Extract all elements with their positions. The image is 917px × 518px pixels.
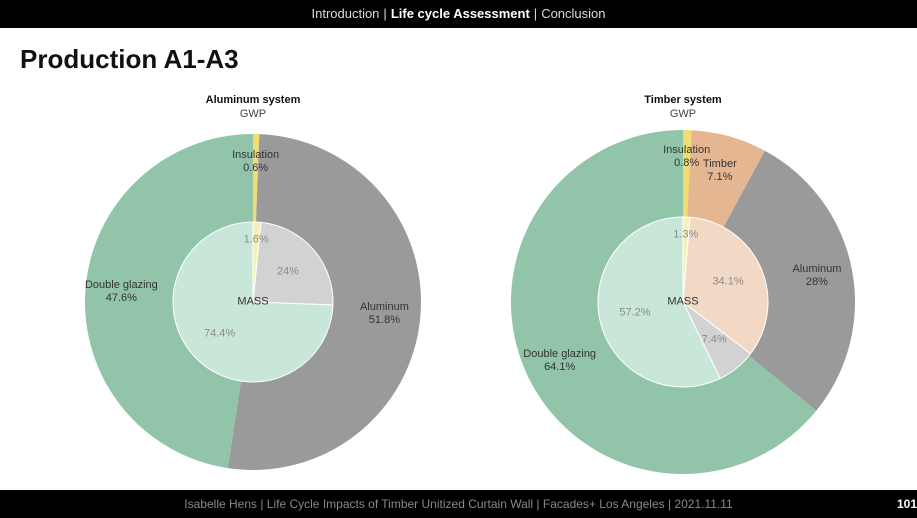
inner-label: 34.1% bbox=[690, 275, 766, 288]
outer-slice bbox=[253, 134, 260, 223]
page-number: 101 bbox=[897, 497, 917, 511]
slice-value: 34.1% bbox=[712, 275, 744, 288]
slice-name: Aluminum bbox=[792, 262, 842, 275]
inner-label: 7.4% bbox=[676, 334, 752, 347]
inner-label: 74.4% bbox=[182, 328, 258, 341]
slice-name: Double glazing bbox=[84, 279, 158, 292]
slice-value: 7.4% bbox=[701, 333, 727, 346]
slice-value: 24% bbox=[276, 265, 299, 278]
slice-value: 0.6% bbox=[243, 162, 269, 175]
slice-value: 74.4% bbox=[203, 327, 236, 340]
slice-value: 47.6% bbox=[105, 292, 137, 305]
slice-value: 0.8% bbox=[674, 157, 700, 170]
nav-item: Introduction bbox=[311, 6, 380, 21]
slice-value: 1.3% bbox=[673, 228, 699, 241]
slide-title: Production A1-A3 bbox=[20, 44, 239, 74]
outer-slice bbox=[85, 134, 253, 469]
slice-value: 7.1% bbox=[707, 170, 733, 183]
nav-separator: | bbox=[383, 6, 387, 21]
chart-subtitle: GWP bbox=[669, 108, 697, 120]
outer-label: Timber 7.1% bbox=[682, 158, 758, 184]
slice-name: Timber bbox=[702, 157, 737, 170]
outer-slice bbox=[511, 130, 817, 474]
inner-slice bbox=[252, 221, 334, 306]
inner-slice bbox=[172, 221, 334, 383]
slice-name: Aluminum bbox=[359, 301, 409, 314]
footer-text: Isabelle Hens | Life Cycle Impacts of Ti… bbox=[184, 497, 733, 511]
inner-slice bbox=[597, 216, 721, 388]
outer-label: Insulation 0.8% bbox=[649, 144, 725, 170]
inner-label: 1.6% bbox=[218, 234, 294, 247]
chart-subtitle: GWP bbox=[239, 108, 267, 120]
outer-slice bbox=[687, 130, 765, 228]
outer-label: Aluminum 28% bbox=[779, 263, 855, 289]
outer-label: Insulation 0.6% bbox=[218, 149, 294, 175]
center-label: MASS bbox=[237, 295, 269, 308]
slice-name: Double glazing bbox=[523, 347, 597, 360]
slice-name: Insulation bbox=[663, 144, 711, 157]
nav-item: Life cycle Assessment bbox=[390, 6, 530, 21]
slice-name: Insulation bbox=[232, 149, 280, 162]
center-label: MASS bbox=[667, 295, 699, 308]
inner-slice bbox=[682, 216, 769, 355]
slice-value: 64.1% bbox=[544, 360, 576, 373]
chart-title: Aluminum system bbox=[205, 94, 301, 106]
nav-separator: | bbox=[533, 6, 538, 21]
inner-label: 24% bbox=[250, 265, 326, 278]
chart-title: Timber system bbox=[644, 94, 722, 106]
slice-value: 28% bbox=[805, 275, 828, 288]
inner-label: 57.2% bbox=[597, 307, 673, 320]
slice-value: 51.8% bbox=[368, 314, 400, 327]
slice-value: 57.2% bbox=[619, 306, 651, 319]
footer-bar: Isabelle Hens | Life Cycle Impacts of Ti… bbox=[0, 490, 917, 518]
slice-value: 1.6% bbox=[243, 233, 269, 246]
outer-label: Aluminum 51.8% bbox=[346, 301, 422, 327]
outer-label: Double glazing 64.1% bbox=[522, 348, 598, 374]
nav-bar: Introduction | Life cycle Assessment | Concl… bbox=[0, 0, 917, 28]
inner-label: 1.3% bbox=[648, 229, 724, 242]
outer-slice bbox=[683, 130, 692, 218]
nav-item: Conclusion bbox=[541, 6, 606, 21]
outer-label: Double glazing 47.6% bbox=[83, 279, 159, 305]
outer-slice bbox=[227, 134, 421, 470]
